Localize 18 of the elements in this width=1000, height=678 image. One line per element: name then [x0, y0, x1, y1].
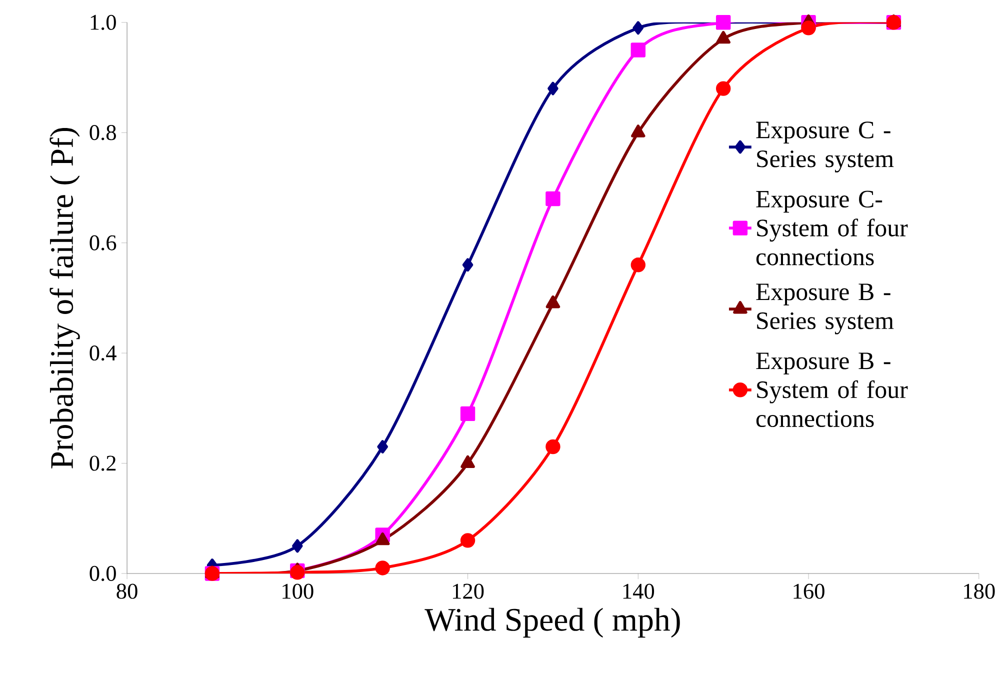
legend-label: Exposure B - Series system: [756, 284, 894, 334]
y-tick-label: 0.6: [90, 235, 116, 250]
y-tick-label: 0.4: [90, 345, 116, 361]
x-tick-label: 160: [794, 584, 824, 599]
x-axis-title: Wind Speed ( mph): [424, 608, 680, 638]
x-tick-label: 100: [282, 584, 314, 599]
y-tick-label: 0.0: [90, 566, 116, 582]
legend-label: Exposure C- System of four connections: [756, 190, 908, 266]
y-tick-label: 1.0: [90, 14, 116, 30]
x-tick-label: 120: [452, 584, 484, 599]
y-tick-label: 0.2: [90, 456, 116, 471]
x-tick-label: 140: [623, 584, 654, 599]
y-axis-title: Probability of failure ( Pf): [50, 128, 80, 468]
x-tick-label: 180: [964, 584, 995, 599]
x-tick-label: 80: [116, 584, 138, 599]
y-tick-label: 0.8: [90, 125, 116, 140]
legend-label: Exposure C - Series system: [756, 122, 894, 172]
legend-label: Exposure B - System of four connections: [756, 352, 908, 428]
